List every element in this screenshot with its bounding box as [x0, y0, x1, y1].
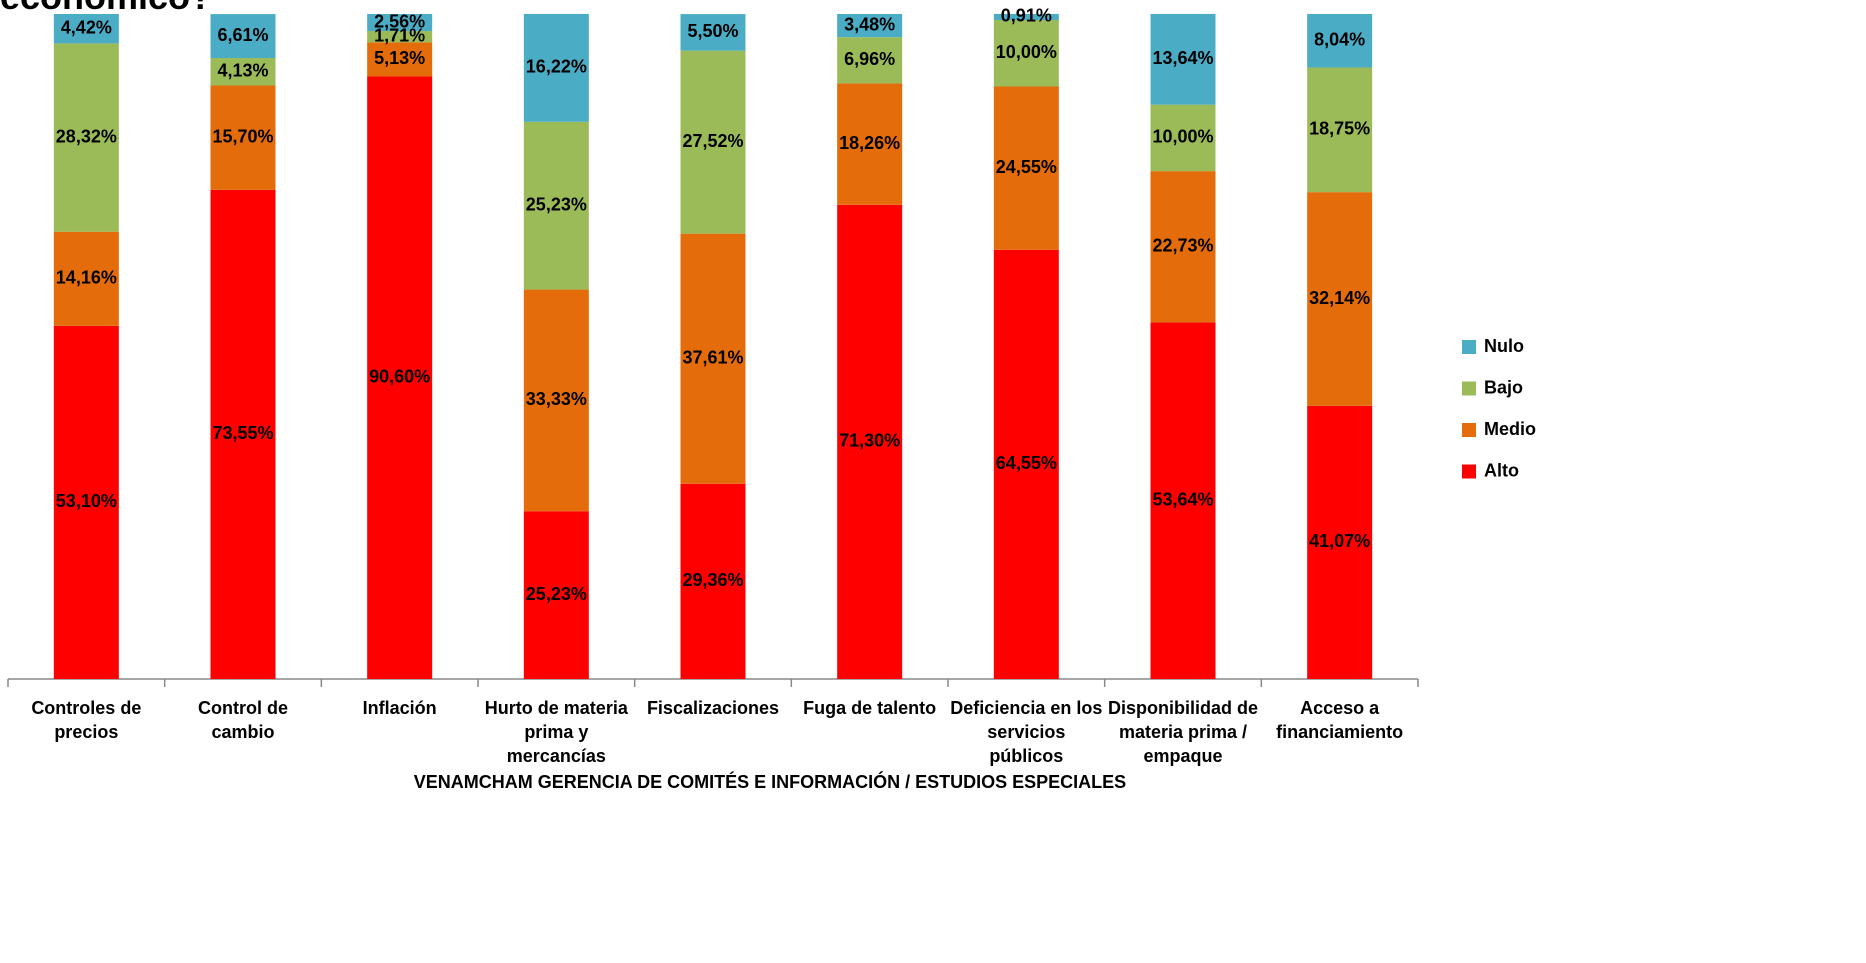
- legend-swatch: [1462, 464, 1476, 479]
- bar-segment: [1307, 14, 1373, 68]
- bar-segment: [1150, 322, 1216, 679]
- data-label: 6,61%: [217, 25, 268, 45]
- data-label: 25,23%: [526, 194, 587, 214]
- data-label: 71,30%: [839, 431, 900, 451]
- bar-segment: [1307, 192, 1373, 406]
- bar-segment: [837, 204, 903, 680]
- legend-swatch: [1462, 423, 1476, 437]
- bar-segment: [837, 37, 903, 84]
- x-tick-label: Deficiencia en los servicios públicos: [950, 698, 1103, 766]
- data-label: 41,07%: [1309, 531, 1370, 551]
- bar-segment: [53, 43, 119, 232]
- legend-label: Bajo: [1484, 377, 1523, 397]
- bar-segment: [837, 14, 903, 38]
- data-label: 5,13%: [374, 48, 425, 68]
- bar-segment: [993, 249, 1059, 679]
- bar-segment: [837, 83, 903, 205]
- bar-segment: [367, 76, 433, 679]
- bar-segment: [1307, 405, 1373, 679]
- data-label: 18,75%: [1309, 119, 1370, 139]
- bar-segment: [367, 14, 433, 32]
- data-label: 37,61%: [682, 347, 743, 367]
- data-label: 10,00%: [1152, 127, 1213, 147]
- bar-segment: [523, 13, 589, 122]
- data-label: 4,13%: [217, 61, 268, 81]
- bar-segment: [1150, 13, 1216, 105]
- data-label: 2,56%: [374, 11, 425, 31]
- bar-segment: [523, 289, 589, 512]
- data-label: 14,16%: [56, 268, 117, 288]
- x-tick-label: Control de cambio: [197, 698, 288, 742]
- data-label: 33,33%: [526, 389, 587, 409]
- bar-segment: [523, 121, 589, 290]
- data-label: 5,50%: [687, 21, 738, 41]
- bar-segment: [367, 42, 433, 77]
- data-label: 16,22%: [526, 57, 587, 77]
- bar-segment: [1150, 104, 1216, 172]
- legend-swatch: [1462, 381, 1476, 396]
- data-label: 4,42%: [61, 17, 112, 37]
- data-label: 3,48%: [844, 14, 895, 34]
- data-label: 22,73%: [1152, 235, 1213, 255]
- bar-segment: [1307, 67, 1373, 193]
- x-tick-label: Acceso a financiamiento: [1276, 698, 1404, 742]
- data-label: 64,55%: [996, 453, 1057, 473]
- legend-label: Nulo: [1484, 336, 1524, 356]
- bar-segment: [680, 233, 746, 484]
- x-tick-label: Controles de precios: [31, 698, 142, 742]
- legend-label: Alto: [1484, 460, 1519, 480]
- data-label: 0,91%: [1001, 6, 1052, 26]
- bar-segment: [680, 483, 746, 679]
- footer: VENAMCHAM GERENCIA DE COMITÉS E INFORMAC…: [413, 772, 1127, 792]
- data-label: 8,04%: [1314, 29, 1365, 49]
- x-tick-label: Fuga de talento: [803, 698, 937, 718]
- data-label: 24,55%: [996, 157, 1057, 177]
- bar-segment: [680, 14, 746, 51]
- bar-segment: [1150, 171, 1216, 323]
- bar-segment: [210, 58, 276, 86]
- bar-segment: [993, 13, 1059, 20]
- x-tick-label: Hurto de materia prima y mercancías: [484, 698, 628, 766]
- bar-segment: [53, 14, 119, 44]
- bar-segment: [53, 231, 119, 326]
- bar-segment: [210, 14, 276, 59]
- data-label: 53,10%: [56, 491, 117, 511]
- legend-label: Medio: [1484, 419, 1536, 439]
- data-label: 73,55%: [212, 423, 273, 443]
- bar-segment: [680, 50, 746, 234]
- bar-segment: [53, 325, 119, 679]
- data-label: 28,32%: [56, 126, 117, 146]
- chart-title: económico?: [0, 0, 212, 18]
- data-label: 10,00%: [996, 42, 1057, 62]
- data-label: 25,23%: [526, 584, 587, 604]
- bar-segment: [210, 189, 276, 679]
- data-label: 27,52%: [682, 131, 743, 151]
- data-label: 32,14%: [1309, 288, 1370, 308]
- data-label: 13,64%: [1152, 48, 1213, 68]
- bar-segment: [993, 86, 1059, 250]
- data-label: 29,36%: [682, 570, 743, 590]
- x-tick-label: Fiscalizaciones: [646, 698, 780, 718]
- bar-segment: [367, 31, 433, 43]
- bar-segment: [993, 19, 1059, 87]
- x-tick-label: Inflación: [362, 698, 437, 718]
- legend-swatch: [1462, 340, 1476, 354]
- data-label: 53,64%: [1152, 489, 1213, 509]
- data-label: 6,96%: [844, 49, 895, 69]
- bar-segment: [210, 85, 276, 190]
- data-label: 18,26%: [839, 133, 900, 153]
- x-tick-label: Disponibilidad de materia prima / empaqu…: [1107, 698, 1258, 766]
- bar-segment: [523, 511, 589, 679]
- data-label: 1,71%: [374, 25, 425, 45]
- data-label: 90,60%: [369, 367, 430, 387]
- data-label: 15,70%: [212, 126, 273, 146]
